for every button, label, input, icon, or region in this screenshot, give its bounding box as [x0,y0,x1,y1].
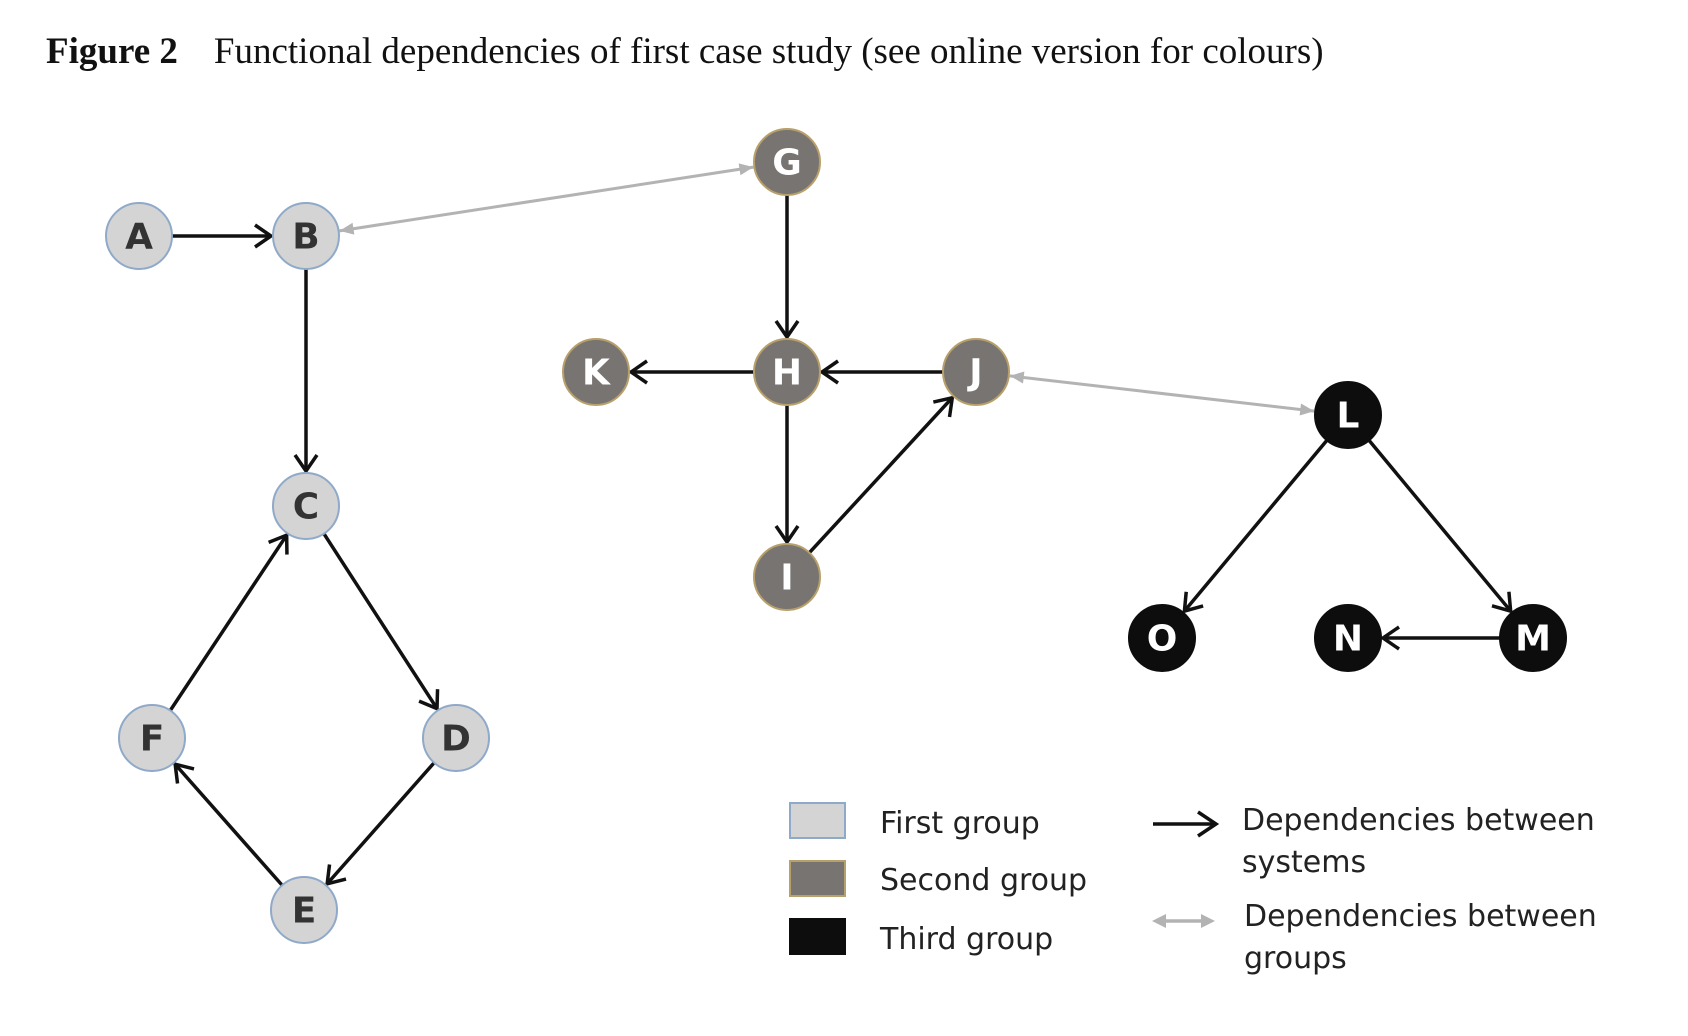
legend-group-dependency-line1: Dependencies between [1244,899,1597,934]
node-c-label: C [293,487,319,528]
nodes-layer: A B C D E F G H I J K L M N O [105,128,1567,944]
node-j: J [942,338,1010,406]
legend-label-third-group: Third group [879,922,1053,957]
node-o-circle [1128,604,1196,672]
node-j-circle [942,338,1010,406]
legend-swatch-second-group [789,860,846,897]
legend-group-dependency-line2: groups [1244,941,1347,976]
node-f: F [118,704,186,772]
node-g-label: G [772,143,802,184]
legend-system-dependency-arrowhead [1197,810,1220,838]
figure-caption-text: Functional dependencies of first case st… [213,31,1324,72]
edge-A-B [172,223,275,249]
node-g-circle [753,128,821,196]
node-b-circle [272,202,340,270]
legend: First group Second group Third group Dep… [789,802,1597,976]
node-l: L [1314,381,1382,449]
edge-H-K [627,359,754,385]
legend-label-second-group: Second group [880,863,1087,898]
edge-J-L [1009,371,1315,416]
edge-B-G [339,163,754,235]
node-n-label: N [1333,619,1363,660]
legend-system-dependency-line1: Dependencies between [1242,803,1595,838]
node-e-circle [270,876,338,944]
node-g: G [753,128,821,196]
node-d: D [422,704,490,772]
node-d-label: D [441,719,471,760]
figure-label: Figure 2 [46,31,178,72]
node-o: O [1128,604,1196,672]
node-i-label: I [780,558,793,599]
node-h: H [753,338,821,406]
legend-group-dependency-arrowhead-left [1152,914,1166,928]
edge-F-C [168,532,289,712]
node-j-label: J [966,353,982,394]
node-k-circle [562,338,630,406]
node-i: I [753,543,821,611]
edge-I-J [808,395,955,554]
node-l-circle [1314,381,1382,449]
node-a-label: A [125,217,153,258]
edge-E-F [173,761,284,887]
legend-system-dependency-line2: systems [1242,845,1366,880]
edge-C-D [322,532,440,712]
node-e-label: E [292,891,317,932]
edge-J-H [818,359,943,385]
legend-label-first-group: First group [880,806,1040,841]
node-b: B [272,202,340,270]
edge-L-O [1182,439,1329,614]
node-i-circle [753,543,821,611]
node-m: M [1499,604,1567,672]
node-k: K [562,338,630,406]
legend-group-dependency-arrowhead-right [1201,914,1215,928]
edge-M-N [1379,625,1500,651]
node-m-label: M [1515,619,1551,660]
node-a: A [105,202,173,270]
node-h-label: H [772,353,802,394]
node-o-label: O [1147,619,1178,660]
node-m-circle [1499,604,1567,672]
legend-swatch-third-group [789,918,846,955]
node-c-circle [272,472,340,540]
figure-caption: Figure 2 Functional dependencies of first… [46,30,1324,73]
node-n: N [1314,604,1382,672]
node-f-circle [118,704,186,772]
edge-B-C [293,269,319,475]
node-d-circle [422,704,490,772]
node-h-circle [753,338,821,406]
node-n-circle [1314,604,1382,672]
edges-layer [168,163,1513,887]
node-e: E [270,876,338,944]
node-b-label: B [292,217,319,258]
node-l-label: L [1337,396,1360,437]
node-k-label: K [582,353,611,394]
legend-swatch-first-group [789,802,846,839]
edge-D-E [325,761,436,887]
node-c: C [272,472,340,540]
edge-G-H [774,195,800,341]
node-a-circle [105,202,173,270]
edge-H-I [774,405,800,546]
edge-L-M [1367,439,1513,614]
node-f-label: F [140,719,165,760]
